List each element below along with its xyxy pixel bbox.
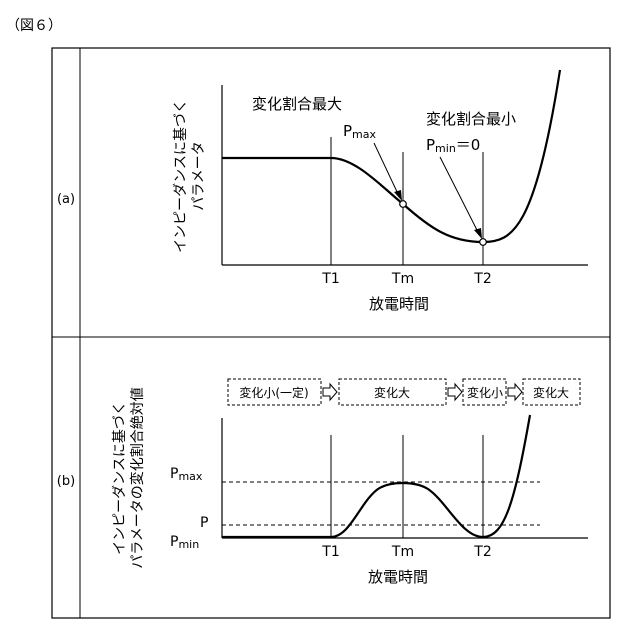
panel-b-y-label-pmin: Pmin (170, 534, 199, 551)
panel-a-annotation-max-sub: max (352, 128, 376, 141)
panel-a-arrowhead-min (474, 228, 482, 239)
phase-box-3-label: 変化小 (467, 385, 503, 400)
panel-a-ylabel-line2: パラメータ (191, 141, 207, 211)
phase-arrow-1-icon (323, 384, 337, 400)
panel-b-label: (b) (57, 474, 75, 489)
panel-b-ylabel: インピーダンスに基づく パラメータの変化割合絶対値 (111, 387, 146, 569)
panel-a-annotation-min-p: P (426, 136, 435, 154)
panel-a-label: (a) (57, 192, 75, 207)
panel-b-y-label-pmax-p: P (170, 466, 178, 482)
panel-b-tick-label-t2: T2 (473, 544, 491, 560)
panel-a-annotation-max-p: P (343, 122, 352, 140)
panel-a-point-tm (400, 201, 407, 208)
panel-b: (b) インピーダンスに基づく パラメータの変化割合絶対値 変化小(一定) 変化… (57, 379, 588, 586)
panel-a-tick-label-t2: T2 (473, 271, 491, 287)
panel-a-arrow-min (440, 157, 479, 234)
panel-b-tick-label-tm: Tm (391, 544, 414, 560)
phase-arrow-2-icon (448, 384, 462, 400)
phase-box-2-label: 変化大 (374, 385, 410, 400)
panel-a: (a) インピーダンスに基づく パラメータ 変化割合最大 Pmax 変化割合最小… (57, 70, 588, 313)
panel-b-phase-bar: 変化小(一定) 変化大 変化小 変化大 (228, 379, 580, 405)
panel-a-annotation-min-sub: min (435, 142, 456, 155)
panel-a-ylabel-line1: インピーダンスに基づく (172, 99, 189, 253)
phase-box-4-label: 変化大 (533, 385, 569, 400)
panel-a-point-t2 (480, 239, 487, 246)
panel-b-ylabel-line2: パラメータの変化割合絶対値 (129, 387, 146, 569)
panel-a-arrow-max (374, 143, 399, 196)
panel-b-rate-curve (222, 415, 530, 537)
panel-a-tick-label-tm: Tm (391, 271, 414, 287)
panel-a-tick-label-t1: T1 (321, 271, 339, 287)
phase-arrow-3-icon (508, 384, 522, 400)
panel-a-annotation-min-label: Pmin＝0 (426, 136, 480, 155)
panel-b-tick-label-t1: T1 (321, 544, 339, 560)
panel-a-annotation-max-label: Pmax (343, 122, 377, 141)
panel-a-annotation-min-title: 変化割合最小 (426, 110, 516, 128)
figure-label: （図６） (6, 18, 62, 34)
panel-a-annotation-min-value: ＝0 (456, 136, 481, 154)
panel-b-y-label-pmax-sub: max (178, 470, 202, 483)
panel-b-y-label-pmax: Pmax (170, 466, 203, 483)
panel-b-y-label-pmin-p: P (170, 534, 178, 550)
panel-b-y-label-p: P (200, 515, 208, 531)
panel-a-ylabel: インピーダンスに基づく パラメータ (172, 99, 207, 253)
panel-a-annotation-max-title: 変化割合最大 (252, 95, 342, 113)
phase-box-1-label: 変化小(一定) (239, 385, 308, 400)
panel-a-xlabel: 放電時間 (369, 295, 429, 313)
panel-b-ylabel-line1: インピーダンスに基づく (111, 401, 128, 555)
panel-b-y-label-pmin-sub: min (178, 538, 199, 551)
panel-b-xlabel: 放電時間 (368, 568, 428, 586)
